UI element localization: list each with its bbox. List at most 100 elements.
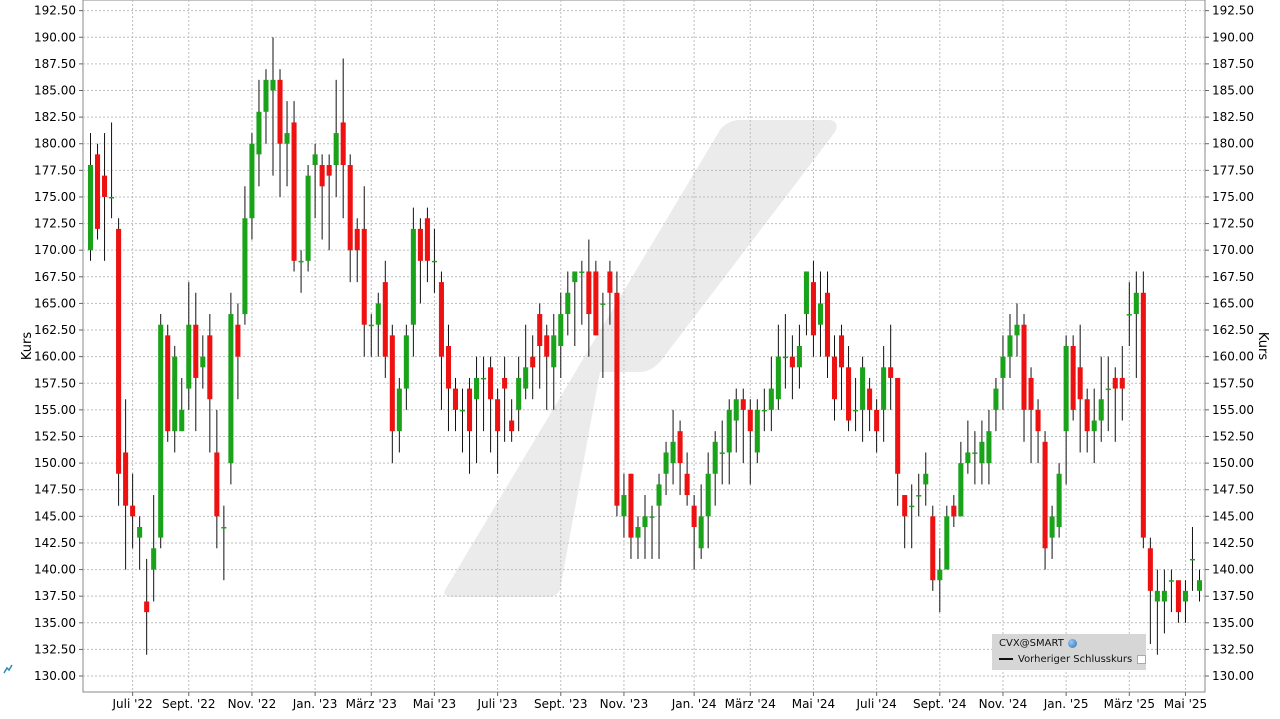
- legend: CVX@SMART Vorheriger Schlusskurs: [992, 634, 1147, 670]
- candle-body-down: [116, 228, 122, 474]
- y-tick-label: 147.50: [1212, 483, 1254, 497]
- y-axis-left: 130.00 132.50 135.00 137.50 140.00 142.50 145.…: [34, 4, 83, 683]
- candle: [165, 324, 171, 442]
- candle-body-up: [782, 356, 788, 359]
- candle-body-up: [916, 495, 922, 497]
- candle-body-down: [207, 335, 213, 400]
- candle-body-up: [860, 367, 866, 410]
- candle: [768, 356, 774, 432]
- candle-body-up: [1105, 388, 1111, 391]
- candle-body-up: [1182, 590, 1188, 602]
- candle-body-up: [965, 452, 971, 464]
- candle-body-up: [853, 409, 859, 412]
- candle: [333, 79, 339, 197]
- candle-body-down: [1077, 367, 1083, 400]
- candle: [263, 69, 269, 144]
- candle: [277, 69, 283, 197]
- candle-body-down: [467, 388, 473, 432]
- candle-body-up: [670, 441, 676, 464]
- candle-body-down: [677, 431, 683, 464]
- candle: [656, 473, 662, 559]
- candle: [993, 377, 999, 432]
- y-tick-label: 145.00: [34, 509, 76, 523]
- candle: [572, 271, 578, 346]
- y-axis-title-right: Kurs: [1255, 332, 1270, 360]
- candle-body-up: [937, 569, 943, 581]
- x-tick-label: März '23: [346, 697, 397, 711]
- candle: [228, 292, 234, 485]
- candle: [1077, 324, 1083, 453]
- y-tick-label: 182.50: [34, 110, 76, 124]
- candle-body-up: [579, 271, 585, 273]
- y-tick-label: 135.00: [34, 616, 76, 630]
- legend-series-row[interactable]: CVX@SMART: [999, 637, 1077, 651]
- candle-body-down: [389, 335, 395, 432]
- candle-body-up: [1091, 420, 1097, 432]
- checkbox-icon[interactable]: [1137, 654, 1147, 664]
- y-tick-label: 160.00: [1212, 350, 1254, 364]
- candle-body-up: [761, 409, 767, 412]
- candle: [481, 356, 487, 432]
- candle-body-up: [1014, 324, 1020, 336]
- candle: [607, 260, 613, 325]
- candle-body-up: [1063, 346, 1069, 432]
- candle: [452, 377, 459, 432]
- y-tick-label: 142.50: [1212, 536, 1254, 550]
- y-tick-label: 142.50: [34, 536, 76, 550]
- y-tick-label: 180.00: [34, 137, 76, 151]
- y-tick-label: 137.50: [1212, 589, 1254, 603]
- candle: [312, 143, 318, 219]
- candle: [319, 154, 325, 240]
- candle-body-up: [284, 133, 290, 144]
- candle-body-down: [747, 409, 753, 432]
- candle: [712, 431, 718, 506]
- x-tick-label: Juli '23: [477, 697, 518, 711]
- candle: [354, 218, 360, 283]
- candle: [888, 324, 894, 410]
- candle: [1154, 569, 1160, 655]
- candle-body-up: [649, 516, 655, 518]
- y-tick-label: 180.00: [1212, 137, 1254, 151]
- candle-body-down: [895, 377, 901, 474]
- candle: [221, 505, 227, 581]
- candle-body-down: [888, 367, 894, 378]
- candle: [144, 558, 150, 655]
- candle-body-up: [986, 431, 992, 464]
- x-tick-label: Mai '23: [413, 697, 456, 711]
- candle: [87, 133, 94, 261]
- candle-body-down: [684, 473, 690, 496]
- candle-body-up: [621, 495, 627, 517]
- globe-icon[interactable]: [1067, 638, 1077, 648]
- candle-body-up: [1154, 590, 1160, 602]
- y-tick-label: 185.00: [34, 83, 76, 97]
- candle: [200, 335, 206, 389]
- candle-body-up: [558, 314, 564, 346]
- candle-body-up: [993, 388, 999, 410]
- candle: [1168, 569, 1174, 613]
- y-tick-label: 190.00: [1212, 30, 1254, 44]
- y-tick-label: 162.50: [1212, 323, 1254, 337]
- candle-body-down: [235, 324, 241, 357]
- candle-body-up: [431, 260, 437, 263]
- candle: [593, 260, 599, 336]
- candle-body-up: [698, 516, 704, 549]
- candle: [256, 79, 262, 187]
- legend-previous-close-row[interactable]: Vorheriger Schlusskurs: [999, 653, 1147, 667]
- y-axis-right: 130.00 132.50 135.00 137.50 140.00 142.50 145.…: [1205, 4, 1254, 683]
- watermark-shape: [444, 120, 837, 597]
- candle: [972, 431, 978, 485]
- candle-body-up: [305, 175, 311, 261]
- y-tick-label: 150.00: [1212, 456, 1254, 470]
- candle: [1000, 335, 1006, 410]
- candle-body-down: [319, 165, 325, 187]
- candle: [733, 388, 739, 453]
- candle-body-down: [495, 399, 501, 432]
- chart-tool-icon[interactable]: [3, 664, 13, 674]
- candle-body-down: [846, 367, 852, 421]
- candle: [867, 377, 873, 432]
- x-tick-label: Jan. '24: [671, 697, 717, 711]
- candle-body-up: [705, 473, 711, 517]
- candle: [663, 441, 669, 496]
- candle-body-down: [691, 505, 697, 527]
- candle: [951, 495, 957, 527]
